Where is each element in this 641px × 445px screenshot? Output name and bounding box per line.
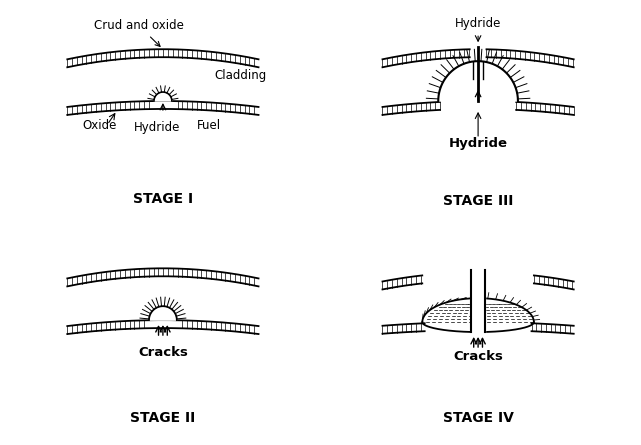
Text: Cracks: Cracks bbox=[138, 346, 188, 359]
Text: Cladding: Cladding bbox=[215, 69, 267, 81]
Text: Oxide: Oxide bbox=[82, 119, 117, 132]
Polygon shape bbox=[422, 298, 534, 332]
Text: Hydride: Hydride bbox=[134, 121, 180, 134]
Text: STAGE II: STAGE II bbox=[130, 411, 196, 425]
Text: Cracks: Cracks bbox=[453, 350, 503, 363]
Text: Hydride: Hydride bbox=[455, 17, 501, 30]
Text: Fuel: Fuel bbox=[197, 119, 221, 132]
Text: STAGE IV: STAGE IV bbox=[443, 411, 513, 425]
Polygon shape bbox=[149, 306, 177, 320]
Text: Crud and oxide: Crud and oxide bbox=[94, 19, 184, 46]
Text: STAGE I: STAGE I bbox=[133, 192, 193, 206]
Polygon shape bbox=[154, 92, 172, 101]
Text: Hydride: Hydride bbox=[449, 137, 508, 150]
Text: STAGE III: STAGE III bbox=[443, 194, 513, 207]
Polygon shape bbox=[438, 61, 518, 101]
